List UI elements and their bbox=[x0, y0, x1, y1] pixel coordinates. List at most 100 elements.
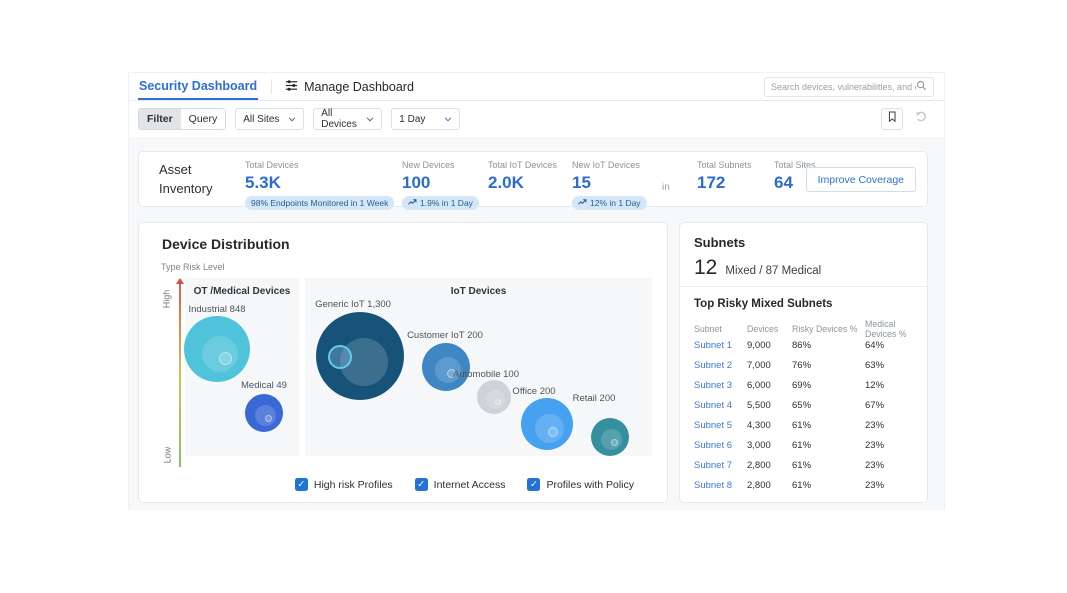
bubble-sub-dot bbox=[219, 352, 232, 365]
top-risky-subnets-title: Top Risky Mixed Subnets bbox=[694, 298, 833, 310]
bookmark-button[interactable] bbox=[881, 108, 903, 130]
subnet-link[interactable]: Subnet 5 bbox=[694, 419, 733, 431]
table-row: Subnet 2 7,000 76% 63% bbox=[694, 355, 919, 375]
subnets-table-header: Subnet Devices Risky Devices % Medical D… bbox=[694, 319, 919, 339]
bubble-label-automobile: Automobile 100 bbox=[452, 369, 520, 380]
refresh-button[interactable] bbox=[911, 109, 931, 129]
cell-value: 9,000 bbox=[747, 339, 771, 351]
subnet-link[interactable]: Subnet 2 bbox=[694, 359, 733, 371]
cell-value: 61% bbox=[792, 439, 812, 451]
cell-value: 69% bbox=[792, 379, 812, 391]
bubble-highlight-ring[interactable] bbox=[328, 345, 352, 369]
subnet-link[interactable]: Subnet 1 bbox=[694, 339, 733, 351]
table-row: Subnet 3 6,000 69% 12% bbox=[694, 375, 919, 395]
checkbox-checked-icon[interactable]: ✓ bbox=[294, 478, 308, 491]
cell-value: 23% bbox=[865, 439, 885, 451]
axis-arrow-icon bbox=[176, 278, 184, 284]
axis-low-label: Low bbox=[162, 446, 173, 464]
bubble-label-retail: Retail 200 bbox=[572, 393, 616, 404]
table-row: Subnet 5 4,300 61% 23% bbox=[694, 415, 919, 435]
checkbox-profiles-with-policy[interactable]: ✓ Profiles with Policy bbox=[527, 478, 634, 491]
filter-mode-button[interactable]: Filter bbox=[139, 109, 181, 129]
table-row: Subnet 8 2,800 61% 23% bbox=[694, 475, 919, 495]
bubble-customer-iot[interactable] bbox=[422, 343, 470, 391]
axis-high-label: High bbox=[161, 289, 172, 309]
improve-coverage-button[interactable]: Improve Coverage bbox=[805, 167, 916, 192]
subnets-count: 12 bbox=[694, 256, 718, 279]
bubble-sub-dot bbox=[495, 399, 501, 405]
search-icon[interactable] bbox=[916, 78, 927, 96]
query-mode-button[interactable]: Query bbox=[180, 109, 226, 129]
cell-value: 67% bbox=[865, 399, 885, 411]
tab-security-dashboard[interactable]: Security Dashboard bbox=[138, 73, 259, 100]
metric-total-devices: Total Devices 5.3K 98% Endpoints Monitor… bbox=[245, 160, 395, 211]
axis-label: Type Risk Level bbox=[161, 262, 225, 272]
cell-value: 65% bbox=[792, 399, 812, 411]
checkbox-label: Profiles with Policy bbox=[546, 478, 634, 491]
cell-value: 63% bbox=[865, 359, 885, 371]
bubble-medical[interactable] bbox=[245, 394, 283, 432]
bubble-sub-dot bbox=[548, 427, 558, 437]
metric-new-devices: New Devices 100 1.9% in 1 Day bbox=[402, 160, 479, 211]
chevron-down-icon bbox=[444, 114, 452, 125]
tab-manage-label: Manage Dashboard bbox=[304, 79, 414, 94]
chart-filter-checkboxes: ✓ High risk Profiles ✓ Internet Access ✓ Prof… bbox=[294, 478, 634, 491]
cell-value: 2,800 bbox=[747, 479, 771, 491]
metric-new-iot-devices: New IoT Devices 15 12% in 1 Day bbox=[572, 160, 647, 211]
status-badge: 98% Endpoints Monitored in 1 Week bbox=[245, 196, 395, 210]
bubble-sub-dot bbox=[611, 439, 618, 446]
period-dropdown[interactable]: 1 Day bbox=[391, 108, 461, 130]
bubble-office[interactable] bbox=[521, 398, 573, 450]
table-row: Subnet 1 9,000 86% 64% bbox=[694, 335, 919, 355]
trend-badge: 1.9% in 1 Day bbox=[402, 196, 479, 210]
bubble-automobile[interactable] bbox=[477, 380, 511, 414]
asset-inventory-title: Asset Inventory bbox=[159, 162, 213, 196]
trend-up-icon bbox=[578, 198, 587, 208]
search-input[interactable] bbox=[771, 81, 916, 92]
cell-value: 7,000 bbox=[747, 359, 771, 371]
cell-value: 64% bbox=[865, 339, 885, 351]
global-search bbox=[764, 76, 934, 97]
subnet-link[interactable]: Subnet 6 bbox=[694, 439, 733, 451]
bubble-label-customer-iot: Customer IoT 200 bbox=[407, 330, 483, 341]
subnets-table-body: Subnet 1 9,000 86% 64% Subnet 2 7,000 76% 63% Su… bbox=[694, 335, 919, 495]
checkbox-checked-icon[interactable]: ✓ bbox=[414, 478, 428, 491]
subnet-link[interactable]: Subnet 8 bbox=[694, 479, 733, 491]
divider bbox=[680, 286, 927, 287]
checkbox-internet-access[interactable]: ✓ Internet Access bbox=[414, 478, 506, 491]
bubble-industrial[interactable] bbox=[184, 316, 250, 382]
col-risky-devices: Risky Devices % bbox=[792, 324, 858, 334]
cell-value: 61% bbox=[792, 479, 812, 491]
dashboard-window: Security Dashboard Manage Dashboard bbox=[128, 72, 945, 510]
devices-dropdown[interactable]: All Devices bbox=[313, 108, 383, 130]
col-devices: Devices bbox=[747, 324, 779, 334]
cell-value: 3,000 bbox=[747, 439, 771, 451]
metric-total-subnets: Total Subnets 172 bbox=[697, 160, 752, 192]
checkbox-high-risk-profiles[interactable]: ✓ High risk Profiles bbox=[294, 478, 393, 491]
cell-value: 2,800 bbox=[747, 459, 771, 471]
sites-dropdown[interactable]: All Sites bbox=[235, 108, 305, 130]
checkbox-label: Internet Access bbox=[433, 478, 506, 491]
subnets-count-suffix: Mixed / 87 Medical bbox=[725, 265, 822, 277]
cell-value: 6,000 bbox=[747, 379, 771, 391]
bubble-label-office: Office 200 bbox=[512, 386, 556, 397]
subnet-link[interactable]: Subnet 4 bbox=[694, 399, 733, 411]
checkbox-checked-icon[interactable]: ✓ bbox=[527, 478, 541, 491]
bubble-label-industrial: Industrial 848 bbox=[188, 304, 246, 315]
table-row: Subnet 4 5,500 65% 67% bbox=[694, 395, 919, 415]
bubble-retail[interactable] bbox=[591, 418, 629, 456]
col-medical-devices: Medical Devices % bbox=[865, 319, 907, 339]
subnet-link[interactable]: Subnet 7 bbox=[694, 459, 733, 471]
panels-row: Device Distribution Type Risk Level OT /… bbox=[138, 222, 928, 503]
chevron-down-icon bbox=[288, 114, 296, 125]
metric-total-iot-devices: Total IoT Devices 2.0K bbox=[488, 160, 557, 192]
cell-value: 23% bbox=[865, 419, 885, 431]
filter-row-actions bbox=[881, 108, 931, 130]
subnet-link[interactable]: Subnet 3 bbox=[694, 379, 733, 391]
cell-value: 12% bbox=[865, 379, 885, 391]
tab-manage-dashboard[interactable]: Manage Dashboard bbox=[285, 73, 414, 100]
in-label: in bbox=[662, 182, 670, 193]
bubble-generic-iot[interactable] bbox=[316, 312, 404, 400]
col-subnet: Subnet bbox=[694, 324, 722, 334]
